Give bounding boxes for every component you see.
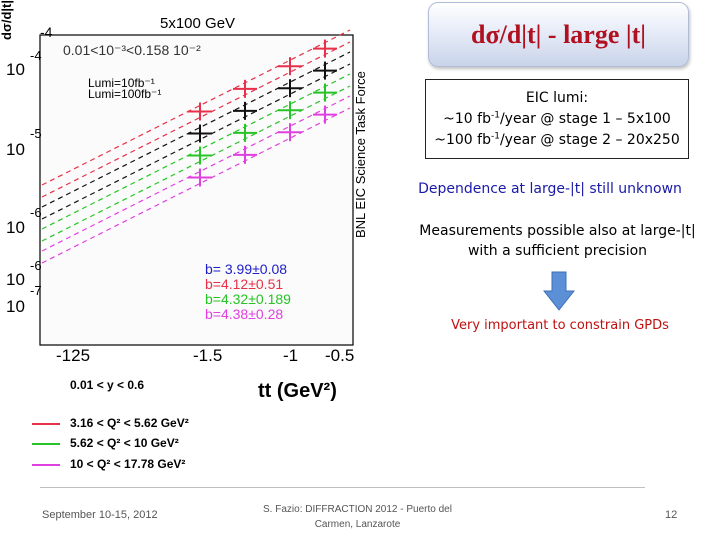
legend-item-red: 3.16 < Q² < 5.62 GeV² [32, 414, 332, 434]
footer-divider [40, 487, 645, 488]
watermark-text: BNL EIC Science Task Force [353, 71, 368, 238]
y-tick-exponent: -5 [30, 126, 42, 141]
legend-label: 5.62 < Q² < 10 GeV² [70, 436, 179, 450]
very-important-text: Very important to constrain GPDs [451, 318, 669, 333]
y-tick-label: 10 [6, 60, 25, 79]
y-tick-exponent: -7 [30, 283, 42, 298]
dependence-text: Dependence at large-|t| still unknown [418, 181, 682, 197]
fit-results: b= 3.99±0.08 b=4.12±0.51 b=4.32±0.189 b=… [205, 262, 291, 322]
trend-line [41, 41, 351, 198]
footer-talk-line-2: Carmen, Lanzarote [314, 519, 401, 530]
y-tick-label: 10 [6, 297, 25, 316]
lumi-line2-b: /year @ stage 2 – 20x250 [499, 132, 680, 148]
footer-date: September 10-15, 2012 [42, 509, 158, 521]
panel-title: 5x100 GeV [160, 15, 236, 32]
x-tick-label: -125 [56, 346, 91, 365]
slide-title: dσ/d|t| - large |t| [471, 19, 646, 49]
down-arrow-icon [543, 271, 575, 311]
lumi-info-box: EIC lumi: ~10 fb-1/year @ stage 1 – 5x10… [425, 79, 689, 159]
top-exponent-label: -4 [40, 24, 53, 40]
x-axis-label: tt (GeV²) [258, 380, 337, 402]
footer-talk-line-1: S. Fazio: DIFFRACTION 2012 - Puerto del [263, 504, 452, 515]
legend-item-green: 5.62 < Q² < 10 GeV² [32, 434, 332, 454]
trend-line [41, 63, 351, 220]
lumi-line-stage2: ~100 fb-1/year @ stage 2 – 20x250 [426, 132, 688, 148]
trend-line [41, 107, 351, 264]
lumi-note-1: Lumi=10fb⁻¹ [88, 76, 155, 90]
y-tick-label: 10 [6, 270, 25, 289]
legend-swatch-red [32, 423, 60, 425]
lumi-note-2: Lumi=100fb⁻¹ [88, 87, 162, 101]
y-tick-exponent: -6 [30, 258, 42, 273]
measurements-text: Measurements possible also at large-|t| … [395, 221, 720, 261]
measurements-line-1: Measurements possible also at large-|t| [419, 223, 696, 239]
lumi-line1-sup: -1 [490, 110, 500, 121]
y-tick-exponent: -4 [30, 48, 42, 63]
x-range-label: 0.01<10⁻³<0.158 10⁻² [63, 42, 201, 58]
legend-label: 3.16 < Q² < 5.62 GeV² [70, 416, 189, 430]
legend-swatch-magenta [32, 464, 60, 466]
x-tick-label: -1.5 [193, 346, 223, 365]
fit-result-green: b=4.32±0.189 [205, 291, 291, 307]
x-tick-label: -1 [283, 346, 299, 365]
y-tick-exponent: -6 [30, 205, 42, 220]
y-tick-label: 10 [6, 218, 25, 237]
slide-title-box: dσ/d|t| - large |t| [428, 2, 689, 67]
footer-page-number: 12 [665, 509, 678, 521]
lumi-line-stage1: ~10 fb-1/year @ stage 1 – 5x100 [426, 111, 688, 127]
legend-label: 10 < Q² < 17.78 GeV² [70, 457, 186, 471]
trend-line [41, 29, 351, 186]
plot-svg [39, 29, 354, 346]
trend-line [41, 73, 351, 230]
lumi-line2-a: ~100 fb [434, 132, 491, 148]
measurements-line-2: with a sufficient precision [467, 243, 648, 259]
legend-swatch-green [32, 443, 60, 445]
lumi-line1-b: /year @ stage 1 – 5x100 [499, 111, 671, 127]
lumi-heading: EIC lumi: [525, 90, 589, 106]
lumi-line2-sup: -1 [490, 131, 500, 142]
trend-line [41, 95, 351, 252]
y-tick-label: 10 [6, 140, 25, 159]
trend-line [41, 51, 351, 208]
y-range-label: 0.01 < y < 0.6 [70, 378, 145, 392]
fit-result-magenta: b=4.38±0.28 [205, 306, 284, 322]
x-tick-label: -0.5 [325, 346, 355, 365]
plot-panel: dσ/d|t| -4 5x100 GeV BNL EIC Science Tas… [0, 0, 380, 402]
legend-item-magenta: 10 < Q² < 17.78 GeV² [32, 455, 332, 475]
lumi-line1-a: ~10 fb [443, 111, 491, 127]
trend-line [41, 85, 351, 242]
fit-result-red: b=4.12±0.51 [205, 276, 284, 292]
fit-result-blue: b= 3.99±0.08 [205, 261, 288, 277]
footer-talk-info: S. Fazio: DIFFRACTION 2012 - Puerto del … [250, 502, 465, 532]
